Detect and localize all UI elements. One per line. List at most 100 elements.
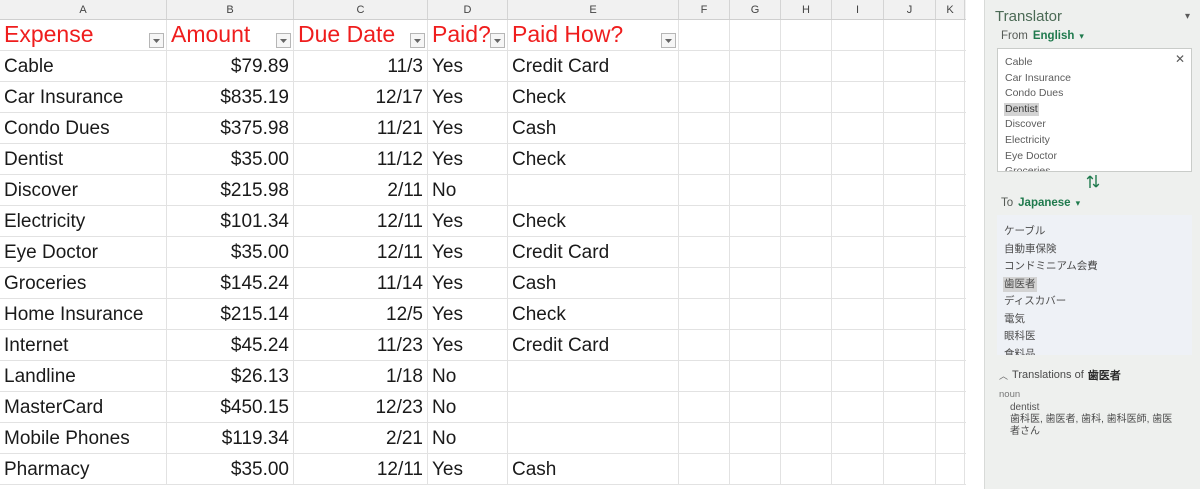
empty-cell[interactable] bbox=[884, 206, 936, 237]
empty-cell[interactable] bbox=[679, 268, 730, 299]
list-item[interactable]: 食料品 bbox=[1003, 345, 1186, 356]
column-header-b[interactable]: B bbox=[167, 0, 294, 19]
autofilter-button[interactable] bbox=[661, 33, 676, 48]
empty-cell[interactable] bbox=[936, 330, 965, 361]
empty-cell[interactable] bbox=[781, 82, 832, 113]
cell-due[interactable]: 11/3 bbox=[294, 51, 428, 82]
cell-due[interactable]: 12/11 bbox=[294, 237, 428, 268]
empty-cell[interactable] bbox=[936, 423, 965, 454]
empty-cell[interactable] bbox=[936, 392, 965, 423]
cell-paid[interactable]: Yes bbox=[428, 237, 508, 268]
header-cell-4[interactable]: Paid How? bbox=[508, 20, 679, 51]
cell-due[interactable]: 12/11 bbox=[294, 454, 428, 485]
cell-expense[interactable]: Dentist bbox=[0, 144, 167, 175]
empty-cell[interactable] bbox=[936, 82, 965, 113]
cell-amount[interactable]: $79.89 bbox=[167, 51, 294, 82]
cell-how[interactable] bbox=[508, 175, 679, 206]
autofilter-button[interactable] bbox=[149, 33, 164, 48]
cell-amount[interactable]: $145.24 bbox=[167, 268, 294, 299]
empty-cell[interactable] bbox=[884, 423, 936, 454]
cell-due[interactable]: 11/14 bbox=[294, 268, 428, 299]
cell-amount[interactable]: $45.24 bbox=[167, 330, 294, 361]
list-item[interactable]: 電気 bbox=[1003, 310, 1186, 328]
empty-cell[interactable] bbox=[832, 299, 884, 330]
translations-heading[interactable]: ︿ Translations of 歯医者 bbox=[999, 367, 1192, 383]
cell-paid[interactable]: Yes bbox=[428, 113, 508, 144]
empty-cell[interactable] bbox=[936, 454, 965, 485]
cell-expense[interactable]: Cable bbox=[0, 51, 167, 82]
cell-expense[interactable]: MasterCard bbox=[0, 392, 167, 423]
empty-cell[interactable] bbox=[832, 82, 884, 113]
empty-cell[interactable] bbox=[884, 454, 936, 485]
cell-paid[interactable]: Yes bbox=[428, 206, 508, 237]
cell-how[interactable]: Cash bbox=[508, 268, 679, 299]
empty-cell[interactable] bbox=[936, 361, 965, 392]
cell-how[interactable]: Check bbox=[508, 299, 679, 330]
empty-cell[interactable] bbox=[832, 175, 884, 206]
autofilter-button[interactable] bbox=[276, 33, 291, 48]
cell-paid[interactable]: Yes bbox=[428, 299, 508, 330]
empty-cell[interactable] bbox=[679, 237, 730, 268]
swap-arrows-icon[interactable] bbox=[1085, 174, 1101, 192]
column-header-e[interactable]: E bbox=[508, 0, 679, 19]
empty-cell[interactable] bbox=[679, 299, 730, 330]
empty-cell[interactable] bbox=[730, 392, 781, 423]
empty-cell[interactable] bbox=[884, 113, 936, 144]
column-header-f[interactable]: F bbox=[679, 0, 730, 19]
chevron-down-icon[interactable]: ▾ bbox=[1184, 11, 1190, 22]
list-item[interactable]: ディスカバー bbox=[1003, 292, 1186, 310]
cell-expense[interactable]: Pharmacy bbox=[0, 454, 167, 485]
cell-amount[interactable]: $375.98 bbox=[167, 113, 294, 144]
empty-cell[interactable] bbox=[936, 237, 965, 268]
cell-how[interactable]: Check bbox=[508, 144, 679, 175]
empty-cell[interactable] bbox=[781, 206, 832, 237]
cell-amount[interactable]: $35.00 bbox=[167, 454, 294, 485]
empty-cell[interactable] bbox=[936, 51, 965, 82]
empty-cell[interactable] bbox=[832, 268, 884, 299]
empty-cell[interactable] bbox=[884, 361, 936, 392]
list-item[interactable]: ケーブル bbox=[1003, 222, 1186, 240]
empty-cell[interactable] bbox=[832, 51, 884, 82]
empty-cell[interactable] bbox=[832, 330, 884, 361]
empty-cell[interactable] bbox=[884, 82, 936, 113]
empty-cell[interactable] bbox=[832, 361, 884, 392]
empty-cell[interactable] bbox=[936, 113, 965, 144]
source-text-box[interactable]: ✕ Cable Car Insurance Condo Dues Dentist Dis… bbox=[997, 48, 1192, 172]
cell-paid[interactable]: Yes bbox=[428, 330, 508, 361]
cell-paid[interactable]: Yes bbox=[428, 51, 508, 82]
cell-how[interactable] bbox=[508, 423, 679, 454]
cell-paid[interactable]: Yes bbox=[428, 268, 508, 299]
empty-cell[interactable] bbox=[679, 330, 730, 361]
cell-paid[interactable]: No bbox=[428, 175, 508, 206]
column-header-d[interactable]: D bbox=[428, 0, 508, 19]
header-cell-1[interactable]: Amount bbox=[167, 20, 294, 51]
list-item[interactable]: Car Insurance bbox=[1004, 70, 1185, 86]
empty-cell[interactable] bbox=[730, 20, 781, 51]
empty-cell[interactable] bbox=[679, 144, 730, 175]
cell-due[interactable]: 12/23 bbox=[294, 392, 428, 423]
empty-cell[interactable] bbox=[781, 20, 832, 51]
target-text-box[interactable]: ケーブル自動車保険コンドミニアム会費歯医者ディスカバー電気眼科医食料品ホーム保険 bbox=[997, 215, 1192, 355]
empty-cell[interactable] bbox=[884, 299, 936, 330]
autofilter-button[interactable] bbox=[410, 33, 425, 48]
empty-cell[interactable] bbox=[730, 237, 781, 268]
cell-amount[interactable]: $835.19 bbox=[167, 82, 294, 113]
cell-amount[interactable]: $119.34 bbox=[167, 423, 294, 454]
cell-due[interactable]: 11/21 bbox=[294, 113, 428, 144]
cell-expense[interactable]: Internet bbox=[0, 330, 167, 361]
cell-expense[interactable]: Groceries bbox=[0, 268, 167, 299]
empty-cell[interactable] bbox=[781, 423, 832, 454]
empty-cell[interactable] bbox=[832, 144, 884, 175]
cell-due[interactable]: 12/11 bbox=[294, 206, 428, 237]
empty-cell[interactable] bbox=[781, 299, 832, 330]
header-cell-3[interactable]: Paid? bbox=[428, 20, 508, 51]
empty-cell[interactable] bbox=[730, 175, 781, 206]
cell-amount[interactable]: $450.15 bbox=[167, 392, 294, 423]
empty-cell[interactable] bbox=[679, 423, 730, 454]
cell-how[interactable]: Cash bbox=[508, 113, 679, 144]
list-item[interactable]: Dentist bbox=[1004, 101, 1185, 117]
list-item[interactable]: Electricity bbox=[1004, 132, 1185, 148]
empty-cell[interactable] bbox=[679, 20, 730, 51]
column-header-a[interactable]: A bbox=[0, 0, 167, 19]
list-item[interactable]: 自動車保険 bbox=[1003, 240, 1186, 258]
